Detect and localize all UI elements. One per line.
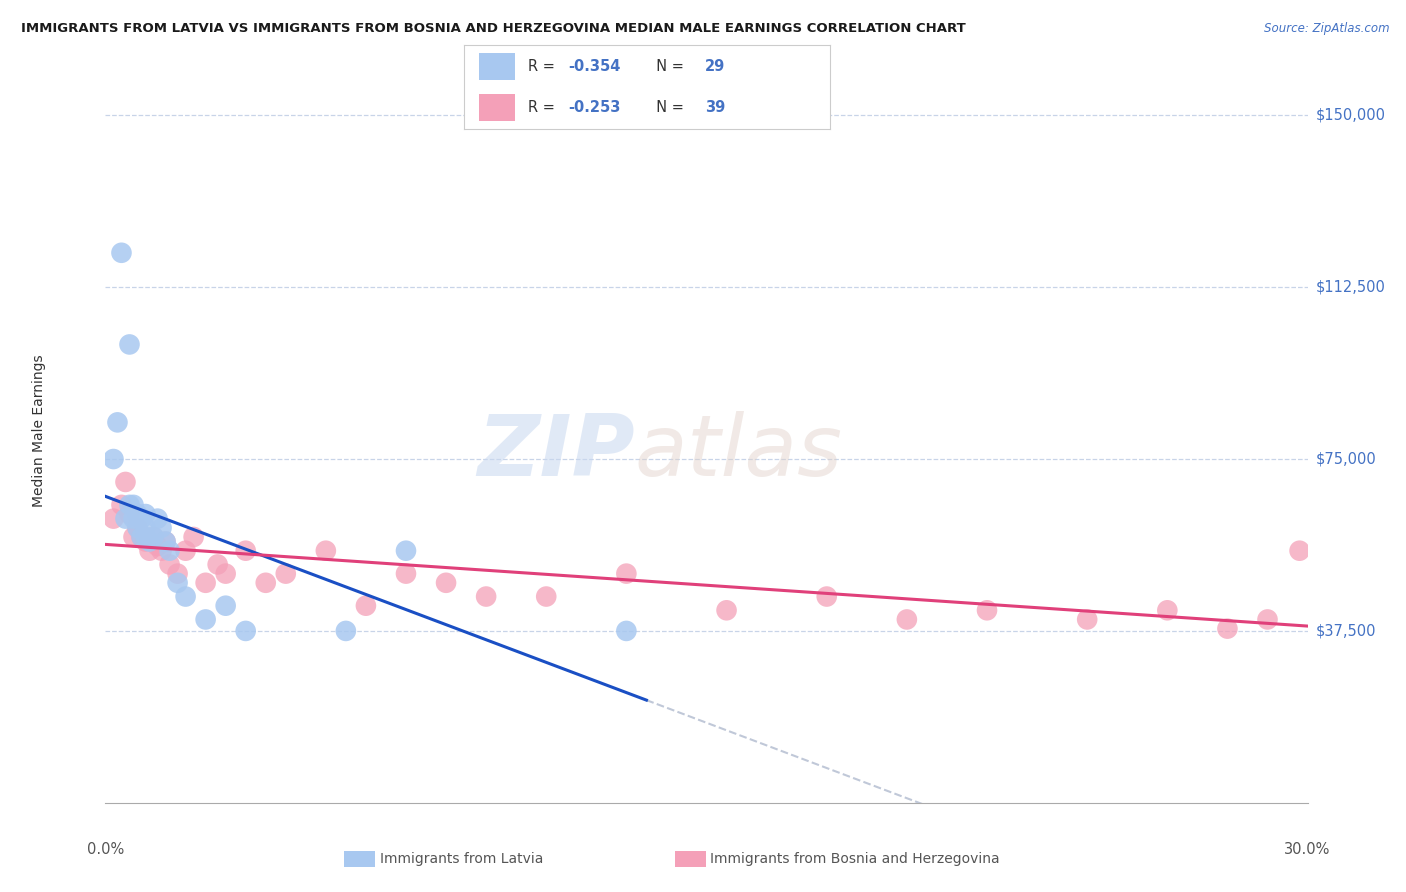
- Text: -0.354: -0.354: [568, 59, 620, 74]
- Point: [142, 530, 165, 544]
- Point: [159, 558, 181, 572]
- Point: [434, 575, 457, 590]
- Text: ZIP: ZIP: [477, 411, 634, 494]
- Point: [114, 475, 136, 489]
- Point: [534, 590, 557, 604]
- Point: [155, 534, 177, 549]
- Point: [110, 245, 132, 260]
- Point: [135, 534, 157, 549]
- Point: [155, 534, 177, 549]
- Point: [976, 603, 998, 617]
- Point: [335, 624, 357, 638]
- Point: [166, 575, 188, 590]
- Point: [207, 558, 229, 572]
- Point: [135, 521, 157, 535]
- Point: [214, 566, 236, 581]
- Point: [616, 566, 638, 581]
- Point: [122, 511, 145, 525]
- Point: [138, 543, 160, 558]
- Point: [131, 530, 153, 544]
- Point: [194, 612, 217, 626]
- Point: [142, 530, 165, 544]
- Text: R =: R =: [529, 100, 560, 115]
- Point: [122, 498, 145, 512]
- Text: 39: 39: [706, 100, 725, 115]
- Point: [254, 575, 277, 590]
- Point: [127, 521, 149, 535]
- Point: [159, 543, 181, 558]
- Text: atlas: atlas: [634, 411, 842, 494]
- Point: [716, 603, 738, 617]
- Point: [354, 599, 377, 613]
- Point: [110, 498, 132, 512]
- Point: [122, 530, 145, 544]
- Point: [118, 337, 141, 351]
- Point: [1288, 543, 1310, 558]
- Point: [475, 590, 498, 604]
- Point: [194, 575, 217, 590]
- Point: [118, 507, 141, 521]
- Point: [166, 566, 188, 581]
- Text: Immigrants from Bosnia and Herzegovina: Immigrants from Bosnia and Herzegovina: [710, 852, 1000, 866]
- Point: [1156, 603, 1178, 617]
- Text: $37,500: $37,500: [1316, 624, 1376, 639]
- Point: [150, 521, 173, 535]
- Point: [118, 498, 141, 512]
- Point: [131, 530, 153, 544]
- Point: [1257, 612, 1279, 626]
- Point: [1076, 612, 1098, 626]
- Point: [138, 534, 160, 549]
- Point: [127, 507, 149, 521]
- Text: -0.253: -0.253: [568, 100, 620, 115]
- Point: [395, 543, 418, 558]
- Point: [150, 543, 173, 558]
- Text: Source: ZipAtlas.com: Source: ZipAtlas.com: [1264, 22, 1389, 36]
- Point: [815, 590, 838, 604]
- Text: N =: N =: [647, 100, 689, 115]
- Text: Immigrants from Latvia: Immigrants from Latvia: [380, 852, 543, 866]
- Text: $112,500: $112,500: [1316, 280, 1385, 294]
- Text: $75,000: $75,000: [1316, 451, 1376, 467]
- Text: IMMIGRANTS FROM LATVIA VS IMMIGRANTS FROM BOSNIA AND HERZEGOVINA MEDIAN MALE EAR: IMMIGRANTS FROM LATVIA VS IMMIGRANTS FRO…: [21, 22, 966, 36]
- Point: [235, 543, 257, 558]
- Point: [616, 624, 638, 638]
- Point: [174, 543, 197, 558]
- Point: [315, 543, 337, 558]
- Point: [103, 511, 125, 525]
- Text: $150,000: $150,000: [1316, 108, 1385, 123]
- Point: [274, 566, 297, 581]
- Point: [135, 507, 157, 521]
- Point: [395, 566, 418, 581]
- Text: 0.0%: 0.0%: [87, 842, 124, 856]
- Point: [146, 511, 169, 525]
- Text: Median Male Earnings: Median Male Earnings: [32, 354, 46, 507]
- Bar: [478, 94, 515, 120]
- Point: [896, 612, 918, 626]
- Point: [103, 452, 125, 467]
- Point: [107, 416, 129, 430]
- Point: [174, 590, 197, 604]
- Point: [135, 530, 157, 544]
- Text: R =: R =: [529, 59, 560, 74]
- Point: [214, 599, 236, 613]
- Bar: [478, 54, 515, 80]
- Point: [131, 511, 153, 525]
- Point: [183, 530, 205, 544]
- Point: [146, 539, 169, 553]
- Point: [114, 511, 136, 525]
- Point: [1216, 622, 1239, 636]
- Point: [127, 521, 149, 535]
- Text: 29: 29: [706, 59, 725, 74]
- Point: [235, 624, 257, 638]
- Text: N =: N =: [647, 59, 689, 74]
- Text: 30.0%: 30.0%: [1285, 842, 1330, 856]
